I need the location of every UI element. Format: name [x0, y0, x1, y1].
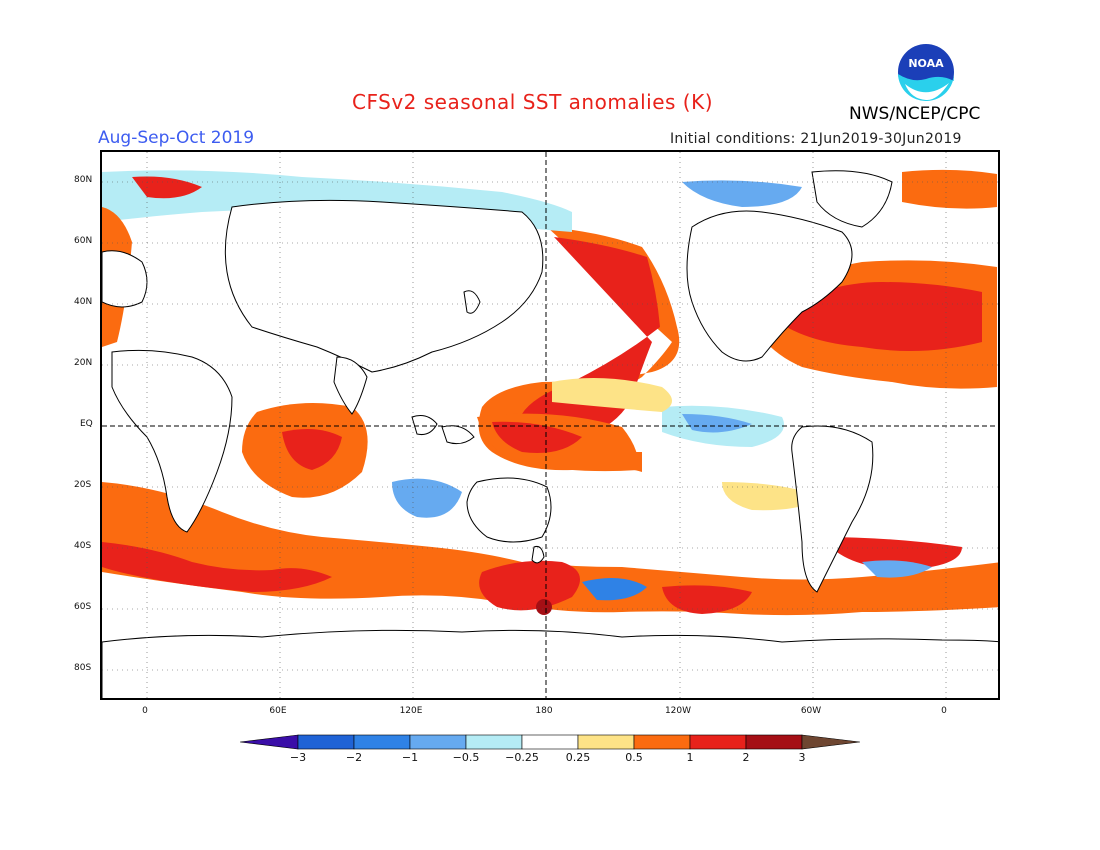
colorbar-swatch: [409, 734, 467, 750]
colorbar-tick-label: −2: [345, 751, 363, 764]
colorbar-over-triangle: [801, 734, 861, 750]
colorbar-swatch: [577, 734, 635, 750]
colorbar-tick-label: 0.25: [565, 751, 591, 764]
lat-label: 20N: [74, 358, 93, 368]
colorbar-swatch: [297, 734, 355, 750]
agency-label: NWS/NCEP/CPC: [849, 104, 981, 124]
lat-label: 20S: [74, 480, 92, 490]
lat-label: 60S: [74, 602, 92, 612]
lon-label: 120W: [664, 706, 692, 716]
colorbar-swatch: [745, 734, 803, 750]
lon-label: 0: [941, 706, 947, 716]
coastlines: [102, 170, 998, 698]
colorbar-tick-label: −3: [289, 751, 307, 764]
initial-conditions: Initial conditions: 21Jun2019-30Jun2019: [670, 131, 962, 147]
lon-label: 120E: [399, 706, 423, 716]
lat-label: EQ: [80, 419, 93, 429]
colorbar-swatch: [353, 734, 411, 750]
sst-anomaly-map: [100, 150, 1000, 700]
map-canvas: [102, 152, 998, 698]
graticule: [102, 152, 998, 698]
colorbar-tick-label: 0.5: [625, 751, 643, 764]
colorbar-tick-label: 1: [686, 751, 694, 764]
colorbar-swatch: [633, 734, 691, 750]
colorbar-tick-label: 2: [742, 751, 750, 764]
equator-dateline: [102, 152, 998, 698]
noaa-logo-icon: NOAA: [897, 43, 955, 102]
lat-label: 40S: [74, 541, 92, 551]
lon-label: 180: [535, 706, 553, 716]
colorbar-tick-label: −0.5: [452, 751, 480, 764]
lat-label: 80N: [74, 175, 93, 185]
colorbar-tick-label: −0.25: [505, 751, 539, 764]
colorbar-swatch: [689, 734, 747, 750]
lon-label: 0: [142, 706, 148, 716]
colorbar: [239, 734, 861, 754]
lat-label: 80S: [74, 663, 92, 673]
lon-label: 60W: [800, 706, 822, 716]
map-title: CFSv2 seasonal SST anomalies (K): [352, 90, 713, 114]
colorbar-swatch: [521, 734, 579, 750]
lon-label: 60E: [269, 706, 287, 716]
colorbar-svg: [239, 734, 861, 750]
forecast-period: Aug-Sep-Oct 2019: [98, 128, 255, 148]
colorbar-tick-label: −1: [401, 751, 419, 764]
logo-text: NOAA: [908, 57, 944, 70]
colorbar-tick-label: 3: [798, 751, 806, 764]
colorbar-swatch: [465, 734, 523, 750]
colorbar-under-triangle: [239, 734, 299, 750]
lat-label: 60N: [74, 236, 93, 246]
lat-label: 40N: [74, 297, 93, 307]
